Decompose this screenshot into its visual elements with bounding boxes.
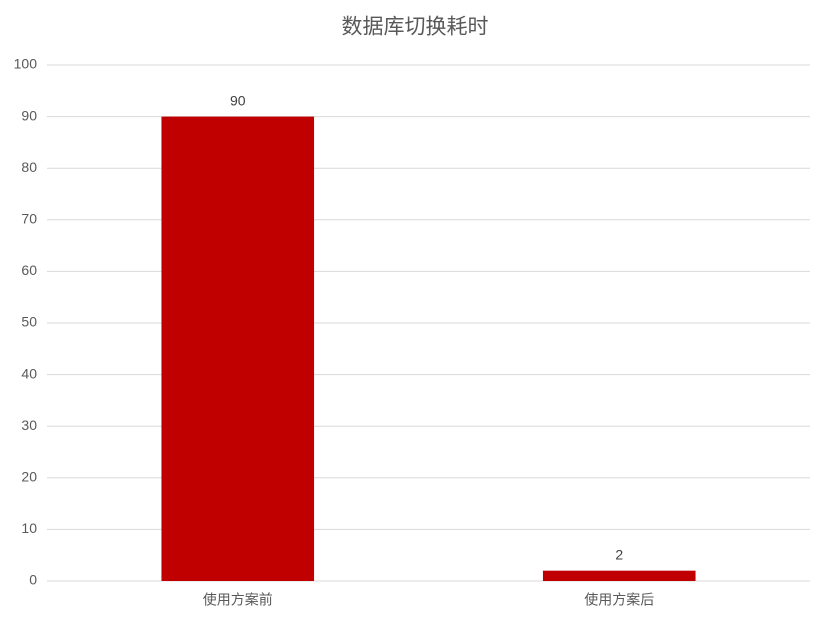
x-tick-label: 使用方案前: [203, 592, 273, 608]
y-tick-label: 100: [14, 56, 38, 72]
bar: [542, 570, 696, 581]
value-label: 2: [615, 546, 623, 562]
y-tick-label: 20: [21, 469, 37, 485]
y-tick-label: 70: [21, 211, 37, 227]
y-tick-label: 10: [21, 520, 37, 536]
y-tick-label: 60: [21, 262, 37, 278]
x-tick-label: 使用方案后: [584, 592, 654, 608]
y-tick-label: 90: [21, 107, 37, 123]
y-tick-label: 50: [21, 314, 37, 330]
y-tick-label: 0: [29, 572, 37, 588]
chart-title: 数据库切换耗时: [342, 16, 489, 39]
y-tick-label: 80: [21, 159, 37, 175]
y-tick-label: 40: [21, 365, 37, 381]
bar: [161, 116, 315, 581]
value-label: 90: [230, 92, 246, 108]
y-tick-label: 30: [21, 417, 37, 433]
